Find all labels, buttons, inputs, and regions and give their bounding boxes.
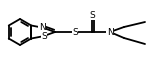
Text: S: S xyxy=(72,27,78,37)
Text: N: N xyxy=(39,23,46,32)
Text: S: S xyxy=(89,11,95,20)
Text: S: S xyxy=(41,32,47,41)
Text: N: N xyxy=(107,27,113,37)
